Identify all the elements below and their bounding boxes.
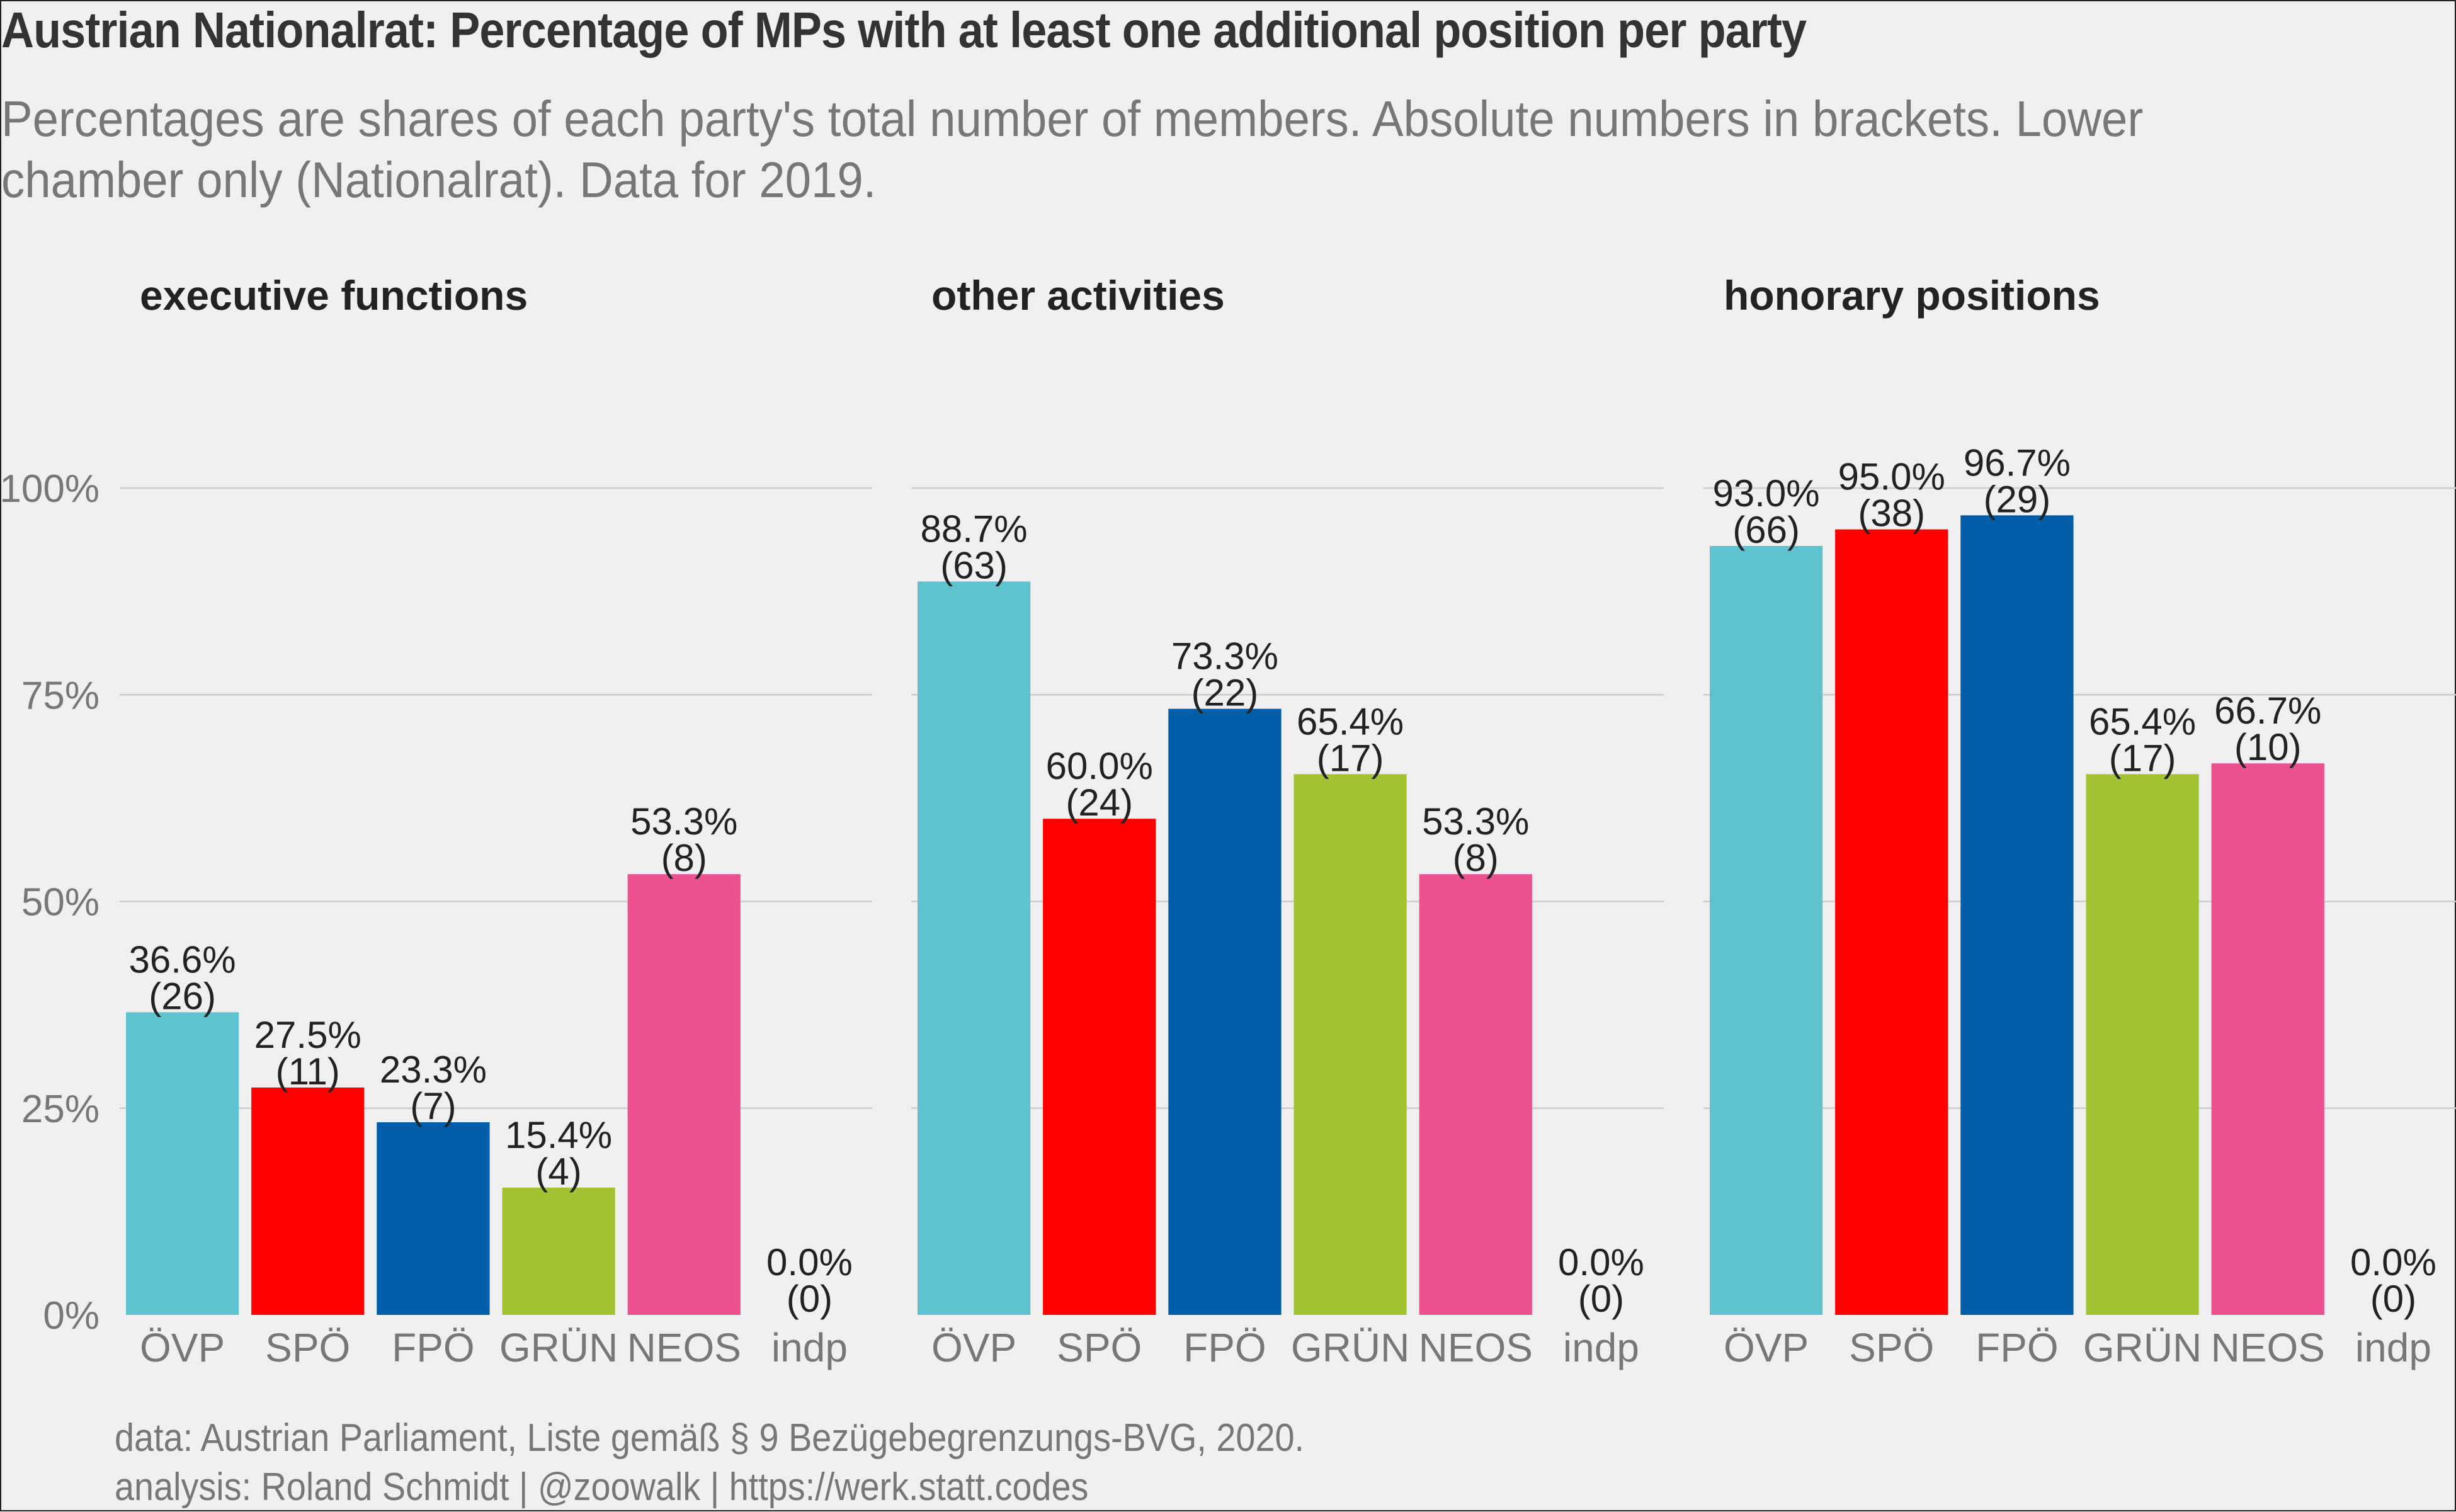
facet-title-other-activities: other activities: [931, 272, 1225, 319]
value-label-other-activities-indp: 0.0%: [1558, 1241, 1644, 1283]
value-label-other-activities-oevp: 88.7%: [921, 508, 1028, 550]
value-label-executive-functions-indp: 0.0%: [766, 1241, 853, 1283]
count-label-honorary-positions-neos: (10): [2234, 726, 2302, 768]
count-label-other-activities-oevp: (63): [940, 544, 1008, 586]
y-tick-label: 50%: [21, 881, 99, 924]
count-label-honorary-positions-spoe: (38): [1858, 492, 1925, 535]
y-tick-label: 0%: [43, 1294, 99, 1338]
x-tick-label-spoe: SPÖ: [1057, 1325, 1142, 1370]
value-label-executive-functions-oevp: 36.6%: [129, 938, 236, 981]
value-label-honorary-positions-indp: 0.0%: [2350, 1241, 2436, 1283]
x-tick-label-fpoe: FPÖ: [1183, 1325, 1266, 1370]
bar-executive-functions-oevp: [125, 1012, 239, 1315]
bar-honorary-positions-oevp: [1709, 545, 1823, 1316]
bar-executive-functions-neos: [627, 874, 741, 1315]
chart-title: Austrian Nationalrat: Percentage of MPs …: [1, 2, 1807, 58]
y-tick-label: 25%: [21, 1088, 99, 1131]
count-label-other-activities-indp: (0): [1578, 1278, 1624, 1320]
x-tick-label-gruen: GRÜN: [2083, 1325, 2202, 1370]
caption-data-source: data: Austrian Parliament, Liste gemäß §…: [115, 1416, 1305, 1460]
bar-honorary-positions-spoe: [1835, 529, 1948, 1315]
value-label-executive-functions-fpoe: 23.3%: [380, 1049, 487, 1091]
x-tick-label-neos: NEOS: [2211, 1325, 2325, 1370]
x-tick-label-spoe: SPÖ: [1849, 1325, 1934, 1370]
count-label-honorary-positions-oevp: (66): [1732, 509, 1800, 551]
count-label-other-activities-spoe: (24): [1066, 782, 1133, 824]
caption-analysis-credit: analysis: Roland Schmidt | @zoowalk | ht…: [115, 1465, 1089, 1509]
value-label-honorary-positions-oevp: 93.0%: [1713, 472, 1820, 514]
x-tick-label-indp: indp: [771, 1325, 848, 1370]
bar-honorary-positions-gruen: [2086, 774, 2199, 1315]
bar-other-activities-fpoe: [1168, 708, 1282, 1315]
count-label-executive-functions-gruen: (4): [535, 1151, 581, 1193]
x-tick-label-oevp: ÖVP: [140, 1325, 225, 1370]
value-label-honorary-positions-fpoe: 96.7%: [1964, 441, 2071, 484]
x-tick-label-gruen: GRÜN: [499, 1325, 618, 1370]
x-tick-label-gruen: GRÜN: [1291, 1325, 1409, 1370]
y-tick-label: 100%: [0, 467, 99, 511]
x-tick-label-oevp: ÖVP: [1724, 1325, 1809, 1370]
x-tick-label-spoe: SPÖ: [265, 1325, 350, 1370]
value-label-other-activities-neos: 53.3%: [1422, 800, 1529, 843]
bar-executive-functions-fpoe: [377, 1122, 490, 1315]
bar-other-activities-neos: [1419, 874, 1532, 1315]
count-label-other-activities-gruen: (17): [1317, 737, 1384, 779]
count-label-executive-functions-neos: (8): [661, 837, 707, 879]
x-tick-label-fpoe: FPÖ: [392, 1325, 475, 1370]
value-label-executive-functions-neos: 53.3%: [630, 800, 737, 843]
count-label-executive-functions-oevp: (26): [149, 975, 216, 1017]
facet-title-honorary-positions: honorary positions: [1724, 272, 2100, 319]
value-label-honorary-positions-gruen: 65.4%: [2089, 700, 2196, 742]
bar-executive-functions-gruen: [502, 1187, 615, 1315]
count-label-executive-functions-fpoe: (7): [410, 1085, 456, 1127]
count-label-executive-functions-indp: (0): [787, 1278, 833, 1320]
count-label-other-activities-fpoe: (22): [1191, 672, 1259, 714]
value-label-honorary-positions-neos: 66.7%: [2214, 690, 2321, 732]
bar-executive-functions-spoe: [251, 1087, 365, 1315]
x-tick-label-indp: indp: [2355, 1325, 2431, 1370]
count-label-executive-functions-spoe: (11): [276, 1050, 340, 1093]
x-tick-label-neos: NEOS: [1419, 1325, 1533, 1370]
x-tick-label-neos: NEOS: [627, 1325, 741, 1370]
count-label-honorary-positions-gruen: (17): [2109, 737, 2176, 779]
x-tick-label-oevp: ÖVP: [931, 1325, 1016, 1370]
chart-caption: data: Austrian Parliament, Liste gemäß §…: [115, 1414, 1304, 1512]
y-tick-label: 75%: [21, 674, 99, 717]
bar-other-activities-oevp: [917, 581, 1031, 1315]
chart-subtitle: Percentages are shares of each party's t…: [1, 91, 2144, 208]
count-label-other-activities-neos: (8): [1453, 837, 1499, 879]
count-label-honorary-positions-fpoe: (29): [1984, 478, 2051, 520]
value-label-executive-functions-spoe: 27.5%: [254, 1014, 361, 1056]
bar-other-activities-spoe: [1043, 819, 1156, 1315]
bar-other-activities-gruen: [1293, 774, 1407, 1315]
value-label-executive-functions-gruen: 15.4%: [505, 1114, 612, 1156]
value-label-other-activities-spoe: 60.0%: [1046, 745, 1153, 787]
x-tick-label-fpoe: FPÖ: [1976, 1325, 2059, 1370]
facet-title-executive-functions: executive functions: [140, 272, 528, 319]
bar-honorary-positions-fpoe: [1960, 515, 2074, 1315]
x-tick-label-indp: indp: [1563, 1325, 1639, 1370]
value-label-honorary-positions-spoe: 95.0%: [1838, 456, 1945, 498]
value-label-other-activities-gruen: 65.4%: [1297, 700, 1404, 742]
count-label-honorary-positions-indp: (0): [2370, 1278, 2416, 1320]
value-label-other-activities-fpoe: 73.3%: [1171, 635, 1278, 678]
bar-honorary-positions-neos: [2211, 763, 2324, 1315]
